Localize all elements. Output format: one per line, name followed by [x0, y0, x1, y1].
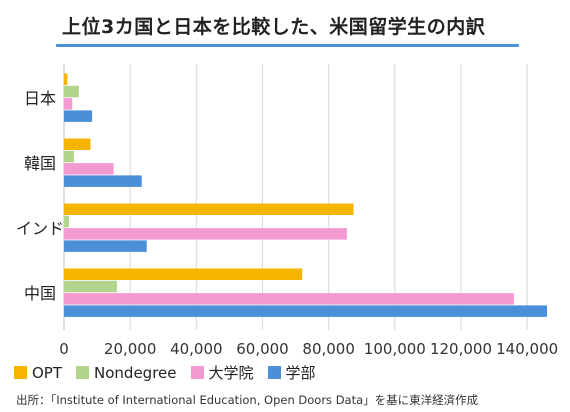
bar-OPT-インド — [64, 203, 354, 215]
x-tick-label: 120,000 — [430, 340, 492, 358]
bar-学部-中国 — [64, 305, 547, 317]
source-note: 出所：「Institute of International Education… — [16, 393, 479, 407]
x-tick-label: 80,000 — [302, 340, 355, 358]
bars — [64, 73, 547, 317]
bar-学部-日本 — [64, 110, 93, 122]
x-tick-label: 20,000 — [104, 340, 157, 358]
bar-Nondegree-インド — [64, 215, 69, 228]
bar-OPT-日本 — [64, 73, 68, 85]
chart-title: 上位3カ国と日本を比較した、米国留学生の内訳 — [62, 16, 486, 38]
legend-swatch — [190, 366, 204, 379]
bar-Nondegree-中国 — [64, 280, 117, 293]
category-label: 韓国 — [24, 154, 56, 173]
legend-item: 大学院 — [190, 362, 254, 383]
legend-swatch — [14, 366, 27, 379]
bar-大学院-中国 — [64, 293, 514, 305]
bar-Nondegree-韓国 — [64, 150, 74, 163]
x-tick-label: 100,000 — [364, 340, 426, 358]
legend-swatch — [76, 366, 90, 379]
title-underline — [56, 44, 519, 47]
legend-item: 学部 — [267, 362, 316, 383]
category-label: 中国 — [24, 284, 56, 303]
legend-item: OPT — [14, 364, 62, 382]
labels: 0 20,000 40,000 60,000 80,000 100,000 120,000 1… — [16, 89, 558, 358]
x-tick-label: 140,000 — [496, 340, 558, 358]
x-tick-label: 40,000 — [170, 340, 223, 358]
legend-swatch — [267, 366, 281, 379]
legend-label: Nondegree — [94, 363, 177, 382]
x-tick-label: 60,000 — [236, 340, 289, 358]
legend: OPT Nondegree 大学院 学部 — [14, 362, 316, 383]
bar-大学院-韓国 — [64, 163, 114, 175]
category-label: 日本 — [24, 89, 56, 108]
bar-OPT-中国 — [64, 268, 303, 280]
category-label: インド — [16, 219, 64, 238]
bar-大学院-日本 — [64, 98, 73, 110]
x-tick-label: 0 — [59, 340, 69, 358]
legend-label: OPT — [32, 363, 63, 382]
legend-label: 大学院 — [208, 364, 254, 382]
bar-学部-韓国 — [64, 175, 142, 187]
bar-学部-インド — [64, 240, 147, 252]
bar-大学院-インド — [64, 228, 347, 240]
legend-label: 学部 — [285, 364, 316, 382]
bar-Nondegree-日本 — [64, 85, 79, 98]
legend-item: Nondegree — [76, 363, 177, 382]
gridlines — [63, 64, 528, 330]
bar-OPT-韓国 — [64, 138, 91, 150]
